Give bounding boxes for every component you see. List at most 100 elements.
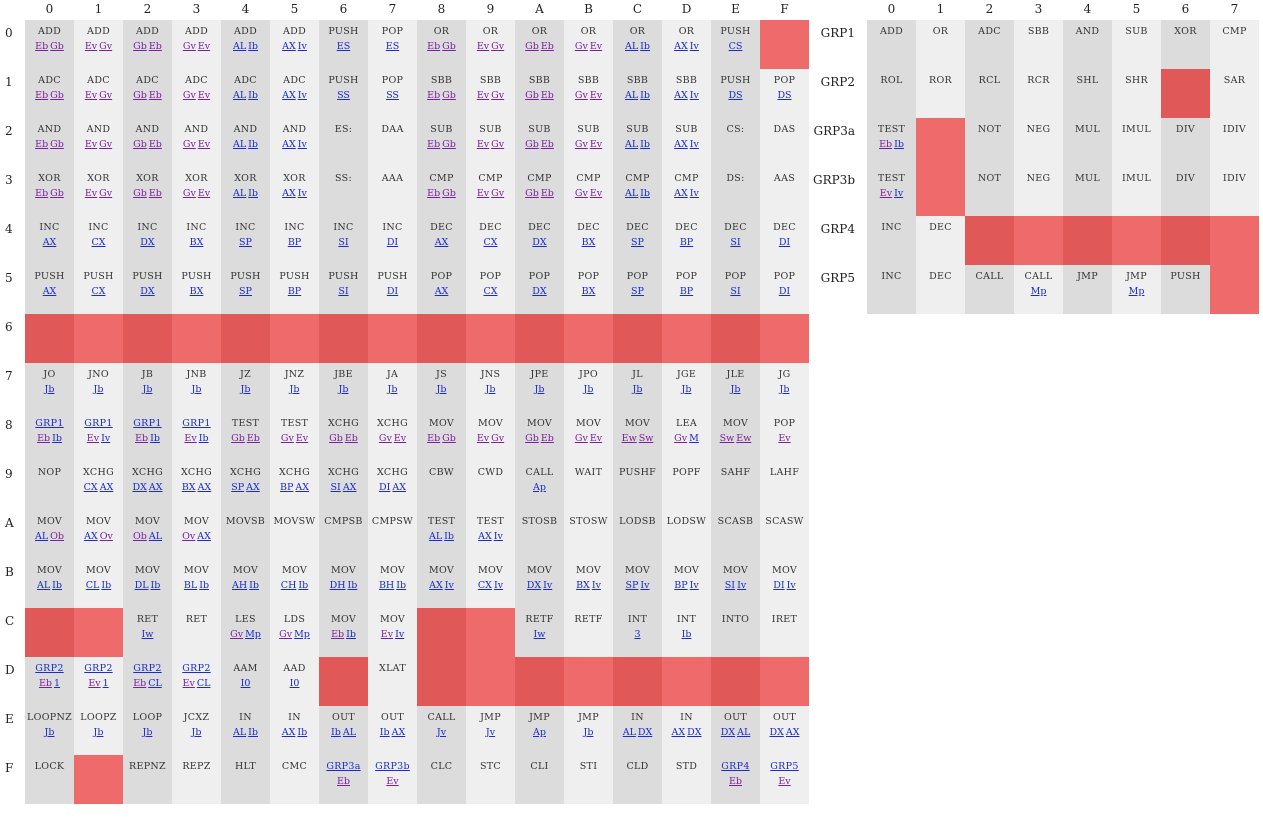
operand-link[interactable]: AX: [434, 286, 449, 297]
operand-link[interactable]: Ev: [589, 139, 603, 150]
operand-link[interactable]: Gv: [574, 41, 588, 52]
operand-link[interactable]: Ev: [184, 433, 197, 444]
group-link[interactable]: GRP2: [182, 663, 211, 674]
operand-link[interactable]: AX: [785, 727, 800, 738]
operand-link[interactable]: Ib: [347, 580, 358, 591]
operand-link[interactable]: CX: [483, 237, 498, 248]
operand-link[interactable]: Gb: [525, 90, 539, 101]
operand-link[interactable]: Eb: [37, 433, 51, 444]
operand-link[interactable]: AX: [99, 482, 114, 493]
operand-link[interactable]: Iv: [640, 580, 650, 591]
operand-link[interactable]: Ev: [380, 629, 394, 640]
operand-link[interactable]: Iv: [543, 580, 553, 591]
operand-link[interactable]: Eb: [427, 139, 441, 150]
operand-link[interactable]: Gv: [280, 433, 294, 444]
operand-link[interactable]: 1: [53, 678, 61, 689]
operand-link[interactable]: Eb: [331, 629, 345, 640]
operand-link[interactable]: Iv: [297, 41, 307, 52]
operand-link[interactable]: Jb: [632, 384, 643, 395]
operand-link[interactable]: AL: [232, 727, 247, 738]
operand-link[interactable]: Ev: [88, 678, 101, 689]
operand-link[interactable]: AX: [392, 482, 406, 493]
operand-link[interactable]: SI: [338, 286, 349, 297]
operand-link[interactable]: DS: [777, 90, 792, 101]
operand-link[interactable]: DX: [132, 482, 147, 493]
operand-link[interactable]: Jb: [338, 384, 349, 395]
operand-link[interactable]: Ib: [101, 580, 112, 591]
operand-link[interactable]: Gv: [230, 629, 244, 640]
operand-link[interactable]: AL: [737, 727, 751, 738]
operand-link[interactable]: Iv: [689, 41, 699, 52]
operand-link[interactable]: AL: [232, 188, 247, 199]
group-link[interactable]: GRP1: [182, 418, 211, 429]
operand-link[interactable]: SP: [631, 286, 644, 297]
operand-link[interactable]: Iv: [689, 580, 699, 591]
operand-link[interactable]: Gb: [133, 139, 147, 150]
operand-link[interactable]: Gb: [133, 90, 147, 101]
operand-link[interactable]: Sw: [719, 433, 735, 444]
operand-link[interactable]: Ib: [379, 727, 390, 738]
operand-link[interactable]: CS: [728, 41, 743, 52]
operand-link[interactable]: AL: [232, 90, 247, 101]
operand-link[interactable]: Eb: [427, 433, 441, 444]
operand-link[interactable]: Ev: [589, 188, 603, 199]
operand-link[interactable]: Eb: [35, 90, 49, 101]
operand-link[interactable]: SP: [631, 237, 644, 248]
operand-link[interactable]: DX: [532, 237, 547, 248]
operand-link[interactable]: Eb: [35, 188, 49, 199]
operand-link[interactable]: Jb: [436, 384, 447, 395]
operand-link[interactable]: Gv: [574, 188, 588, 199]
operand-link[interactable]: Eb: [38, 678, 52, 689]
operand-link[interactable]: DX: [637, 727, 653, 738]
operand-link[interactable]: Iv: [493, 580, 504, 591]
operand-link[interactable]: AX: [295, 482, 309, 493]
operand-link[interactable]: Ob: [50, 531, 65, 542]
operand-link[interactable]: Ev: [778, 433, 791, 444]
operand-link[interactable]: Gb: [442, 188, 456, 199]
operand-link[interactable]: CL: [85, 580, 100, 591]
operand-link[interactable]: Eb: [133, 678, 147, 689]
operand-link[interactable]: Ev: [393, 433, 407, 444]
operand-link[interactable]: Ev: [589, 41, 603, 52]
operand-link[interactable]: Ew: [621, 433, 637, 444]
operand-link[interactable]: AH: [232, 580, 248, 591]
operand-link[interactable]: Ib: [297, 727, 308, 738]
operand-link[interactable]: Ib: [640, 90, 650, 101]
operand-link[interactable]: Ev: [197, 90, 211, 101]
operand-link[interactable]: Jv: [485, 727, 496, 738]
operand-link[interactable]: Gb: [50, 139, 64, 150]
operand-link[interactable]: DX: [140, 286, 155, 297]
operand-link[interactable]: Ev: [476, 139, 490, 150]
operand-link[interactable]: Ev: [589, 90, 603, 101]
operand-link[interactable]: BX: [581, 237, 596, 248]
operand-link[interactable]: Ev: [386, 776, 399, 787]
operand-link[interactable]: Ev: [476, 433, 490, 444]
operand-link[interactable]: Ib: [198, 433, 209, 444]
operand-link[interactable]: Jb: [142, 727, 153, 738]
operand-link[interactable]: Gv: [574, 90, 588, 101]
group-link[interactable]: GRP2: [84, 663, 113, 674]
operand-link[interactable]: Ib: [640, 41, 650, 52]
operand-link[interactable]: Eb: [135, 433, 149, 444]
operand-link[interactable]: DX: [526, 580, 542, 591]
operand-link[interactable]: Ev: [84, 188, 98, 199]
operand-link[interactable]: Iv: [297, 90, 307, 101]
operand-link[interactable]: Ib: [396, 580, 407, 591]
operand-link[interactable]: Ev: [879, 188, 893, 199]
operand-link[interactable]: Gv: [182, 188, 196, 199]
operand-link[interactable]: DL: [134, 580, 149, 591]
operand-link[interactable]: Ev: [197, 188, 211, 199]
operand-link[interactable]: Iv: [395, 629, 405, 640]
operand-link[interactable]: CH: [280, 580, 297, 591]
operand-link[interactable]: Jb: [583, 384, 594, 395]
operand-link[interactable]: Eb: [540, 41, 554, 52]
operand-link[interactable]: DI: [773, 580, 785, 591]
operand-link[interactable]: Jb: [387, 384, 398, 395]
operand-link[interactable]: Ib: [248, 727, 258, 738]
operand-link[interactable]: Gb: [50, 90, 64, 101]
operand-link[interactable]: Ev: [86, 433, 100, 444]
operand-link[interactable]: Gb: [50, 188, 64, 199]
operand-link[interactable]: Gb: [442, 41, 456, 52]
operand-link[interactable]: Ib: [52, 433, 62, 444]
operand-link[interactable]: Iv: [737, 580, 747, 591]
